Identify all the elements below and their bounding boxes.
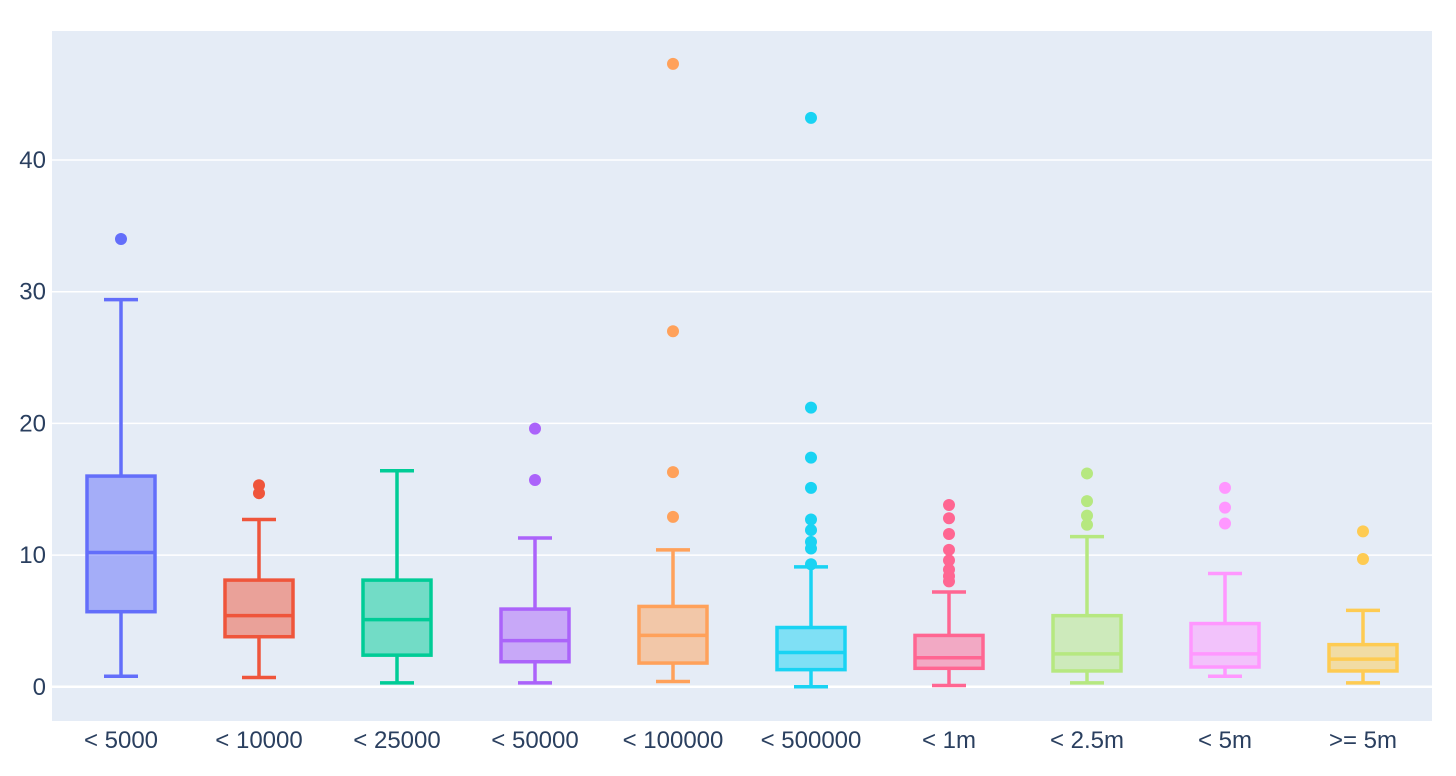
outlier-point	[805, 513, 817, 526]
gridlines	[52, 159, 1432, 689]
box-8	[1051, 467, 1123, 685]
outlier-point	[805, 481, 817, 494]
outlier-point	[1219, 517, 1231, 530]
boxes	[85, 57, 1399, 689]
outlier-point	[943, 554, 955, 567]
y-tick-label: 40	[19, 147, 46, 174]
x-tick-label: < 5m	[1198, 727, 1252, 754]
box-9	[1189, 481, 1261, 678]
box-1	[85, 233, 157, 678]
outlier-point	[667, 325, 679, 338]
outlier-point	[805, 451, 817, 464]
outlier-point	[1357, 553, 1369, 566]
box-iqr	[85, 474, 157, 614]
x-tick-label: < 10000	[215, 727, 302, 754]
x-tick-label: < 25000	[353, 727, 440, 754]
outlier-point	[943, 528, 955, 541]
box-10	[1327, 525, 1399, 685]
outlier-point	[115, 233, 127, 246]
outlier-point	[1081, 509, 1093, 522]
box-iqr	[223, 578, 295, 639]
y-tick-label: 30	[19, 279, 46, 306]
outlier-point	[529, 474, 541, 487]
x-tick-label: >= 5m	[1329, 727, 1397, 754]
box-iqr	[1189, 621, 1261, 669]
x-tick-label: < 50000	[491, 727, 578, 754]
box-iqr	[1051, 613, 1123, 673]
outlier-point	[943, 543, 955, 556]
y-tick-label: 10	[19, 542, 46, 569]
box-6	[775, 111, 847, 689]
box-iqr	[913, 633, 985, 671]
y-tick-label: 0	[33, 674, 46, 701]
box-3	[361, 469, 433, 685]
box-iqr	[499, 607, 571, 664]
outlier-point	[667, 57, 679, 70]
box-4	[499, 422, 571, 685]
box-5	[637, 57, 709, 684]
outlier-point	[805, 111, 817, 124]
outlier-point	[1357, 525, 1369, 538]
outlier-point	[1081, 495, 1093, 508]
outlier-point	[943, 499, 955, 512]
x-axis-tick-labels: < 5000 < 10000 < 25000 < 50000 < 100000 < 500…	[84, 727, 1397, 754]
box-7	[913, 499, 985, 688]
x-tick-label: < 500000	[761, 727, 862, 754]
x-tick-label: < 1m	[922, 727, 976, 754]
outlier-point	[805, 524, 817, 537]
y-axis-tick-labels: 0 10 20 30 40	[19, 147, 46, 701]
outlier-point	[667, 510, 679, 523]
box-iqr	[775, 625, 847, 672]
box-iqr	[361, 578, 433, 657]
outlier-point	[943, 512, 955, 525]
outlier-point	[943, 563, 955, 576]
y-tick-label: 20	[19, 410, 46, 437]
x-tick-label: < 2.5m	[1050, 727, 1124, 754]
outlier-point	[1081, 467, 1093, 480]
outlier-point	[1219, 501, 1231, 514]
outlier-point	[805, 558, 817, 571]
outlier-point	[805, 401, 817, 414]
outlier-point	[1219, 481, 1231, 494]
outlier-point	[1081, 518, 1093, 531]
outlier-point	[805, 535, 817, 548]
outlier-point	[529, 422, 541, 435]
x-tick-label: < 100000	[623, 727, 724, 754]
outlier-point	[253, 479, 265, 492]
outlier-point	[667, 466, 679, 479]
box-2	[223, 479, 295, 680]
x-tick-label: < 5000	[84, 727, 158, 754]
